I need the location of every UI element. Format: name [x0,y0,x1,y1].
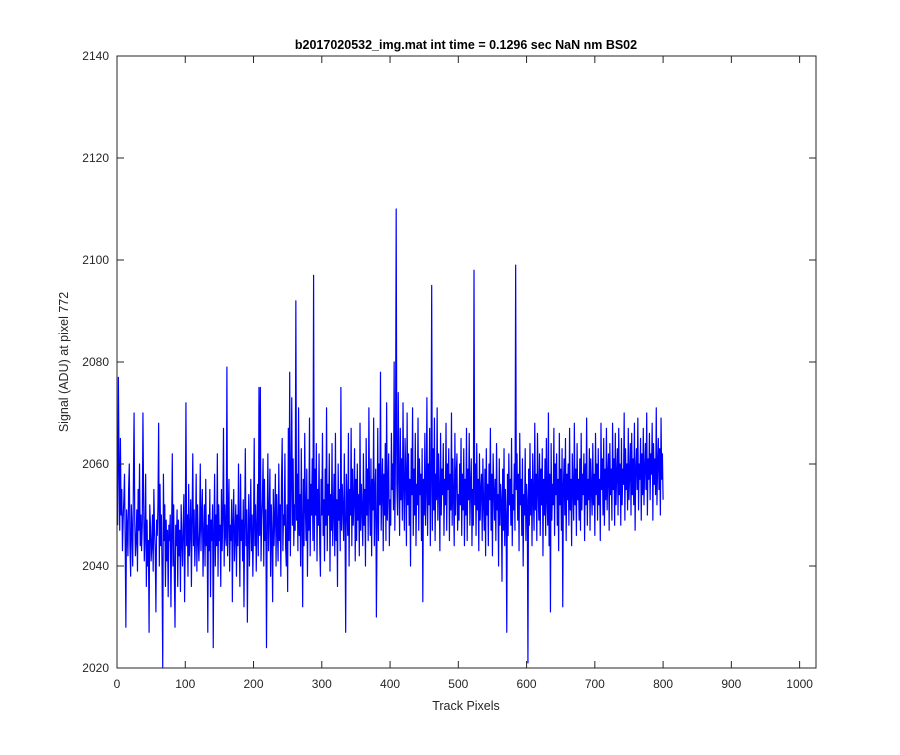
x-tick-label: 800 [653,677,673,691]
x-axis-label: Track Pixels [432,699,500,713]
y-tick-label: 2040 [82,559,109,573]
x-tick-label: 900 [721,677,741,691]
x-tick-label: 0 [114,677,121,691]
x-tick-label: 500 [448,677,468,691]
plot-area [117,56,816,668]
series-layer [117,208,664,669]
x-tick-label: 600 [517,677,537,691]
x-tick-label: 200 [244,677,264,691]
y-tick-label: 2120 [82,151,109,165]
y-tick-label: 2140 [82,49,109,63]
y-tick-label: 2060 [82,457,109,471]
x-tick-label: 700 [585,677,605,691]
y-tick-label: 2080 [82,355,109,369]
chart-title: b2017020532_img.mat int time = 0.1296 se… [295,38,637,52]
x-tick-label: 400 [380,677,400,691]
y-tick-label: 2100 [82,253,109,267]
x-tick-label: 100 [175,677,195,691]
y-axis-label: Signal (ADU) at pixel 772 [57,292,71,432]
y-axis-ticks: 2020 2040 2060 2080 2100 2120 2140 [82,49,816,675]
x-tick-label: 300 [312,677,332,691]
series-line [117,208,664,669]
x-axis-ticks: 0 100 200 300 400 500 600 700 800 900 1000 [114,56,813,691]
x-tick-label: 1000 [786,677,813,691]
y-tick-label: 2020 [82,661,109,675]
